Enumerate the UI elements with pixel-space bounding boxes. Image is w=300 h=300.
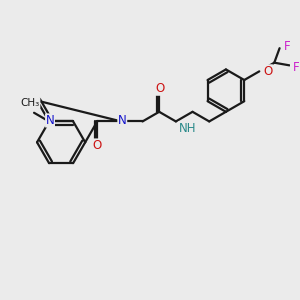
- Text: N: N: [46, 114, 54, 127]
- Text: O: O: [93, 139, 102, 152]
- Text: F: F: [284, 40, 290, 53]
- Text: NH: NH: [179, 122, 196, 135]
- Text: N: N: [118, 114, 127, 127]
- Text: O: O: [155, 82, 165, 95]
- Text: CH₃: CH₃: [21, 98, 40, 108]
- Text: F: F: [293, 61, 300, 74]
- Text: O: O: [263, 65, 272, 78]
